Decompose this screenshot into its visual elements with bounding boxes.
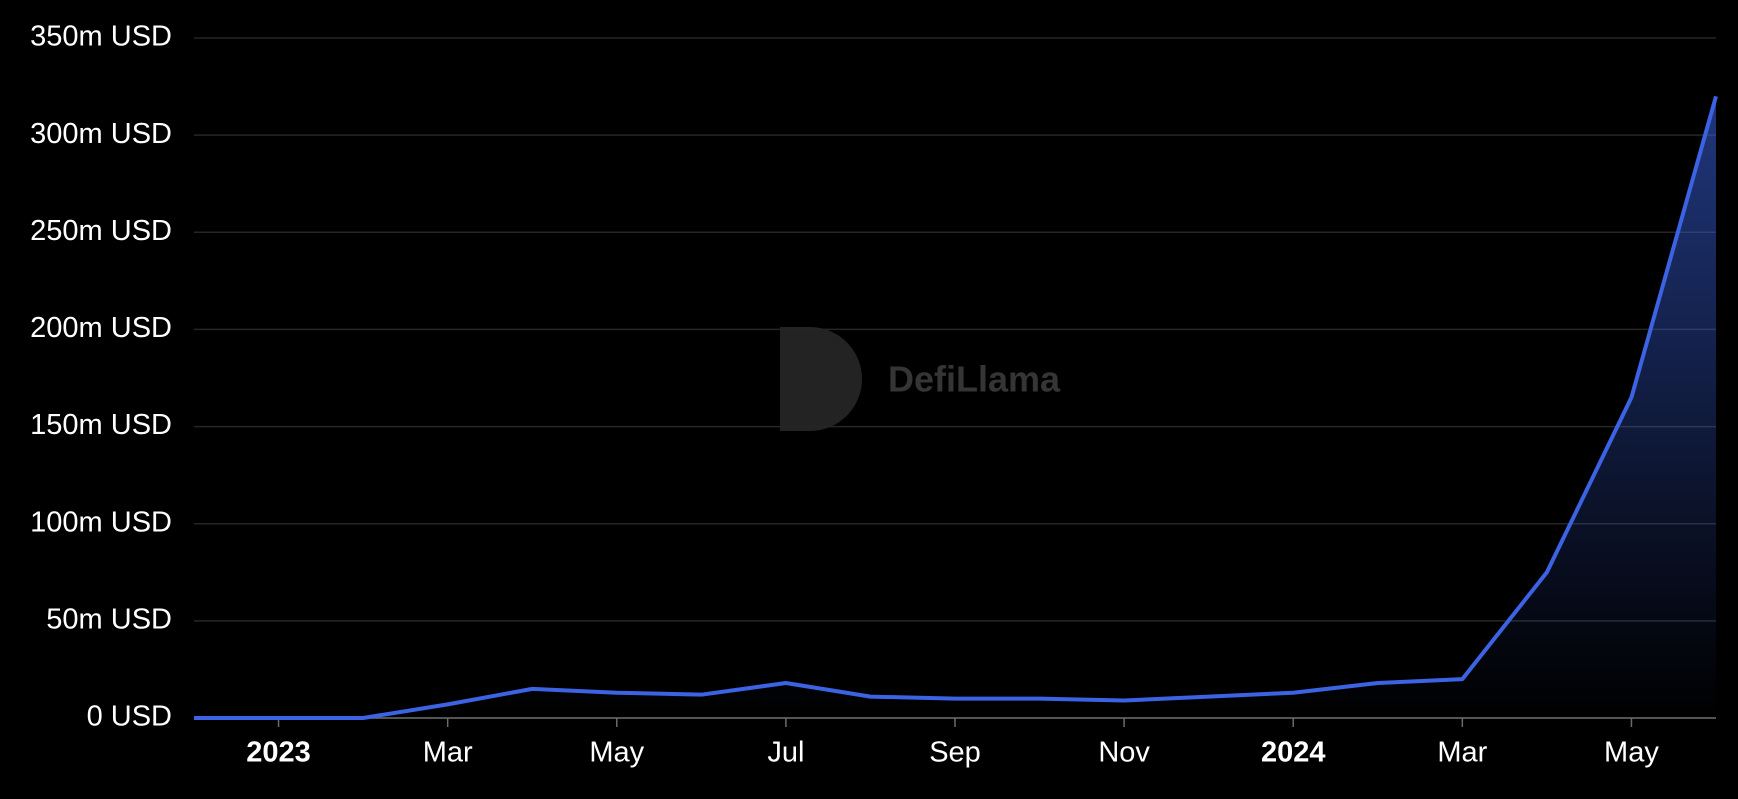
y-tick-label: 50m USD xyxy=(46,604,172,636)
y-tick-label: 100m USD xyxy=(30,506,172,538)
x-tick-label: Nov xyxy=(1098,737,1150,769)
watermark-text: DefiLlama xyxy=(888,359,1061,400)
x-tick-label: May xyxy=(589,737,644,769)
x-tick-label: Sep xyxy=(929,737,981,769)
x-tick-label: Mar xyxy=(423,737,473,769)
x-tick-label: 2024 xyxy=(1261,737,1326,769)
x-tick-label: Jul xyxy=(767,737,804,769)
y-tick-label: 150m USD xyxy=(30,409,172,441)
x-tick-label: 2023 xyxy=(246,737,311,769)
x-tick-label: Mar xyxy=(1437,737,1487,769)
y-tick-label: 300m USD xyxy=(30,118,172,150)
y-tick-label: 200m USD xyxy=(30,312,172,344)
y-tick-label: 0 USD xyxy=(87,701,172,733)
y-tick-label: 350m USD xyxy=(30,21,172,53)
area-fill xyxy=(194,96,1716,719)
y-tick-label: 250m USD xyxy=(30,215,172,247)
x-tick-label: May xyxy=(1604,737,1659,769)
watermark-logo xyxy=(780,327,862,431)
line xyxy=(194,95,1718,720)
watermark: DefiLlama xyxy=(780,327,1061,431)
